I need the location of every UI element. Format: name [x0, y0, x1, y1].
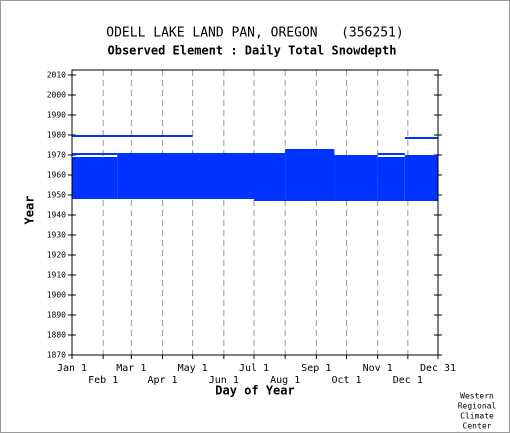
range-bar — [377, 157, 405, 201]
credit-line: Center — [463, 422, 492, 431]
y-tick-label: 1930 — [47, 231, 66, 240]
range-bar — [334, 155, 378, 201]
y-tick-label: 1920 — [47, 251, 66, 260]
range-bar — [377, 153, 405, 155]
range-bar — [192, 153, 254, 155]
y-tick-label: 2000 — [47, 91, 66, 100]
x-tick-label: Aug 1 — [270, 375, 300, 386]
credit-line: Regional — [458, 402, 497, 411]
range-bar — [285, 149, 335, 201]
x-tick-label: Apr 1 — [147, 375, 177, 386]
range-bar — [72, 153, 118, 155]
x-tick-label: Oct 1 — [331, 375, 361, 386]
y-tick-label: 1890 — [47, 311, 66, 320]
range-bar — [404, 155, 438, 201]
y-tick-label: 1900 — [47, 291, 66, 300]
x-tick-label: Dec 1 — [393, 375, 423, 386]
y-axis-title: Year — [23, 196, 37, 225]
credit-line: Climate — [460, 412, 494, 421]
y-tick-label: 1910 — [47, 271, 66, 280]
chart-subtitle: Observed Element : Daily Total Snowdepth — [108, 44, 397, 58]
y-tick-label: 1880 — [47, 331, 66, 340]
plot-area — [72, 70, 438, 355]
x-axis-title: Day of Year — [215, 384, 294, 398]
range-bar — [117, 153, 254, 199]
y-tick-label: 1980 — [47, 131, 66, 140]
y-tick-label: 1990 — [47, 111, 66, 120]
x-tick-label: Dec 31 — [420, 363, 456, 374]
y-tick-label: 2010 — [47, 71, 66, 80]
chart-title: ODELL LAKE LAND PAN, OREGON (356251) — [106, 26, 403, 41]
x-tick-label: Mar 1 — [116, 363, 146, 374]
x-tick-label: Nov 1 — [363, 363, 393, 374]
x-tick-label: Jul 1 — [239, 363, 269, 374]
x-tick-label: Sep 1 — [301, 363, 331, 374]
x-tick-label: May 1 — [178, 363, 208, 374]
range-bar — [72, 135, 193, 137]
y-tick-label: 1870 — [47, 351, 66, 360]
y-tick-label: 1960 — [47, 171, 66, 180]
range-bar — [253, 153, 286, 201]
range-bar — [72, 157, 118, 199]
plot-border — [71, 69, 439, 356]
x-tick-label: Jan 1 — [57, 363, 87, 374]
y-tick-label: 1950 — [47, 191, 66, 200]
y-tick-label: 1970 — [47, 151, 66, 160]
range-bar — [404, 137, 438, 139]
credit-line: Western — [460, 392, 494, 401]
x-tick-label: Jun 1 — [209, 375, 239, 386]
x-tick-label: Feb 1 — [88, 375, 118, 386]
y-tick-label: 1940 — [47, 211, 66, 220]
